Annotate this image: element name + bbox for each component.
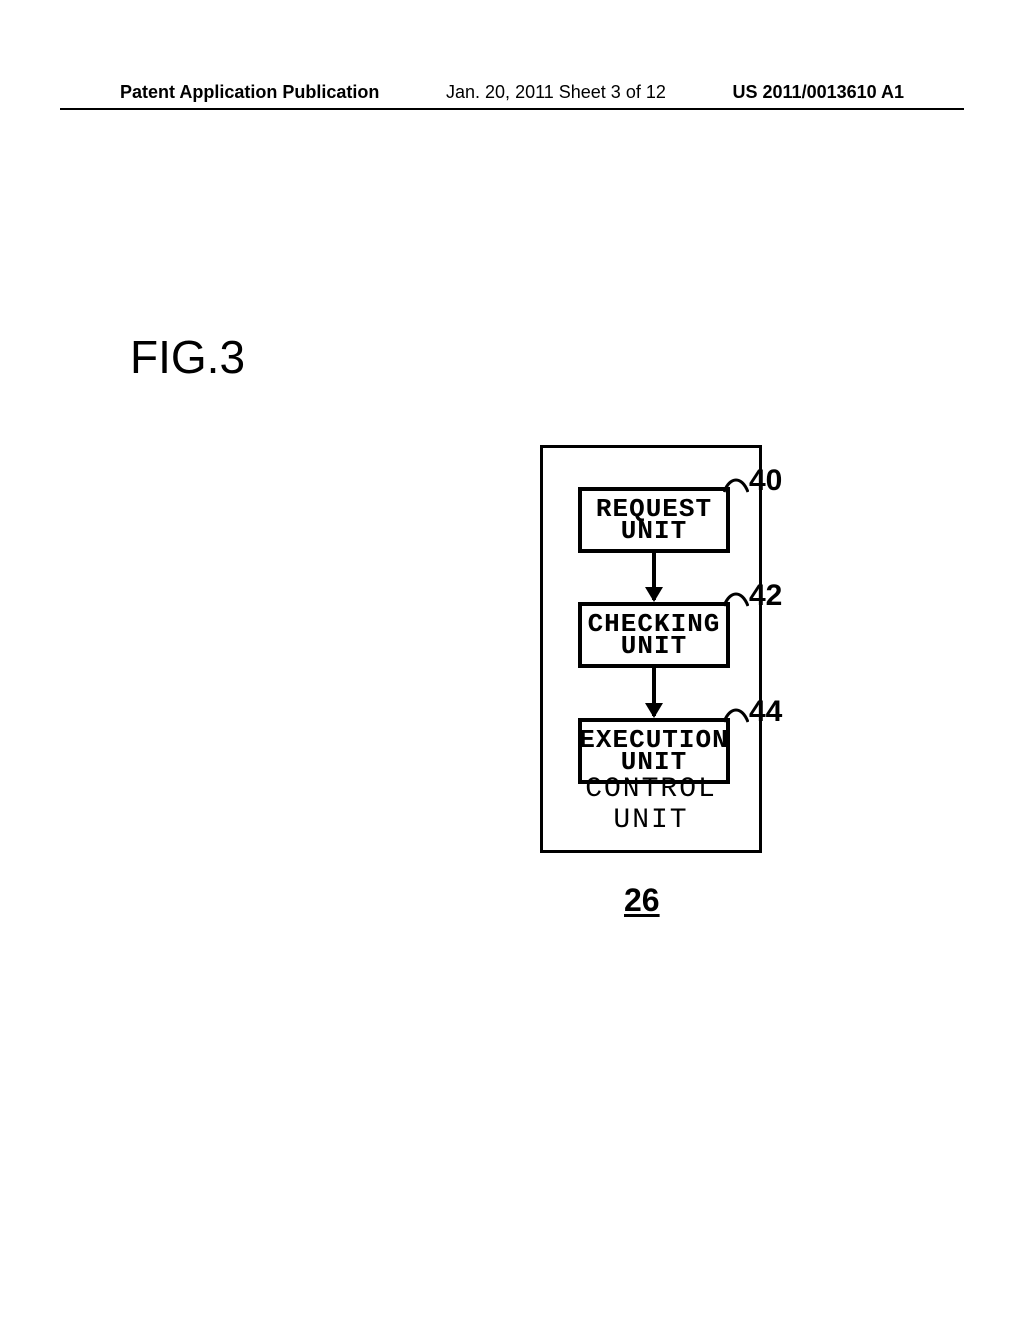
header-right: US 2011/0013610 A1 [733, 82, 904, 103]
unit-text: EXECUTIONUNIT [579, 729, 728, 774]
ref-number: 40 [749, 464, 782, 498]
page-header: Patent Application Publication Jan. 20, … [0, 82, 1024, 103]
unit-text: REQUESTUNIT [596, 498, 712, 543]
leader-curve [723, 592, 749, 608]
ref-number: 44 [749, 695, 782, 729]
header-left: Patent Application Publication [120, 82, 379, 103]
header-mid: Jan. 20, 2011 Sheet 3 of 12 [446, 82, 666, 103]
ref-number: 42 [749, 579, 782, 613]
unit-box: REQUESTUNIT [578, 487, 730, 553]
control-unit-box: CONTROL UNIT REQUESTUNIT40CHECKINGUNIT42… [540, 445, 762, 853]
unit-box: CHECKINGUNIT [578, 602, 730, 668]
leader-curve [723, 708, 749, 724]
unit-box: EXECUTIONUNIT [578, 718, 730, 784]
arrow-down [651, 553, 657, 600]
figure-label: FIG.3 [130, 330, 245, 384]
header-rule [60, 108, 964, 110]
unit-text: CHECKINGUNIT [588, 613, 721, 658]
ref-26: 26 [624, 882, 660, 919]
leader-curve [723, 478, 749, 494]
arrow-down [651, 668, 657, 716]
